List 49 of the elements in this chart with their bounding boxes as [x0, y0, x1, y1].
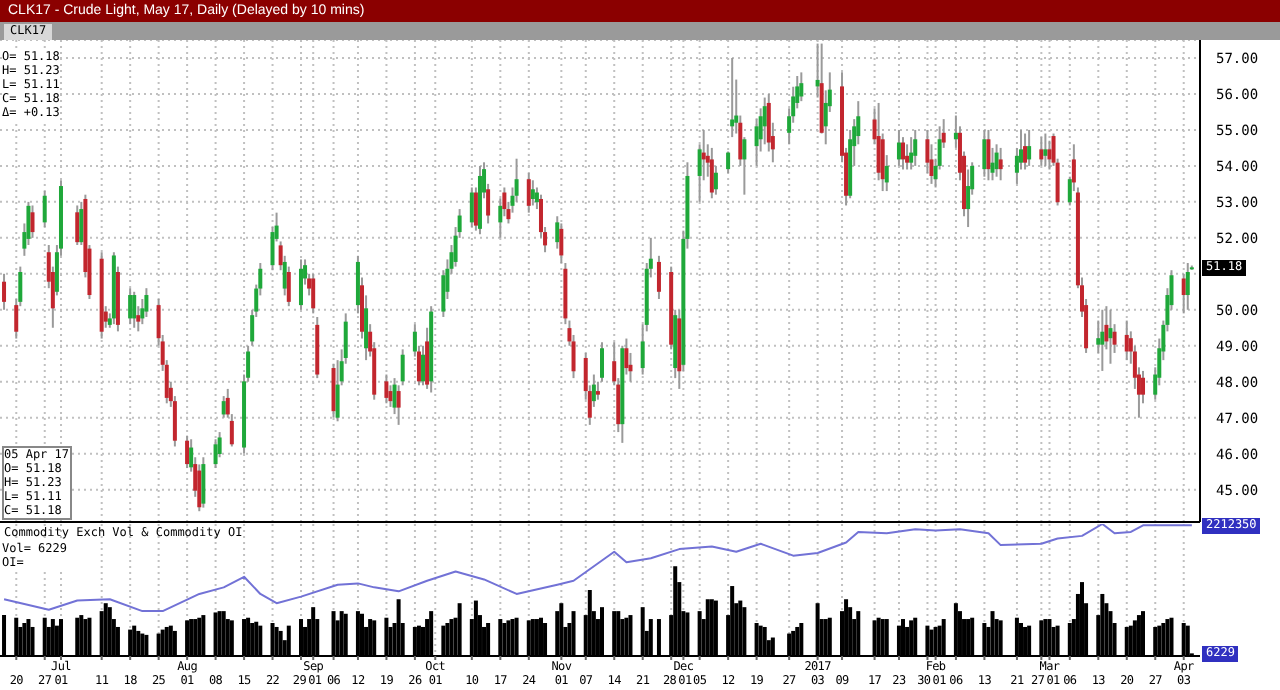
candlestick — [526, 172, 531, 214]
candlestick — [1039, 136, 1044, 167]
candlestick — [656, 254, 661, 300]
candlestick — [909, 136, 914, 171]
candlestick — [221, 395, 226, 419]
candlestick — [913, 128, 918, 167]
candlestick — [421, 344, 426, 387]
candlestick — [30, 204, 35, 239]
candlestick — [530, 179, 535, 207]
candlestick — [197, 463, 202, 513]
candlestick — [994, 143, 999, 178]
candlestick — [331, 362, 336, 419]
candlestick — [144, 287, 149, 318]
candlestick — [132, 290, 137, 329]
candlestick — [600, 341, 604, 383]
candlestick — [901, 136, 906, 171]
candlestick — [726, 150, 731, 175]
candlestick — [1100, 308, 1105, 372]
candlestick — [905, 143, 910, 171]
candlestick — [896, 128, 901, 167]
candlestick — [400, 348, 405, 387]
candlestick — [1047, 139, 1052, 171]
candlestick — [128, 287, 133, 326]
candlestick — [1108, 308, 1113, 365]
candlestick — [2, 272, 7, 311]
candlestick — [311, 272, 316, 315]
candlestick — [1124, 319, 1129, 362]
candlestick — [986, 128, 991, 182]
candlestick — [1027, 128, 1032, 167]
candlestick — [42, 190, 47, 229]
candlestick — [298, 258, 303, 311]
candlestick — [559, 222, 564, 265]
candlestick — [1023, 132, 1028, 171]
candlestick — [469, 186, 474, 229]
candlestick — [799, 71, 804, 103]
candlestick — [1185, 262, 1190, 311]
candlestick — [762, 96, 767, 146]
candlestick — [384, 373, 389, 405]
candlestick — [75, 204, 80, 247]
candlestick — [213, 438, 218, 470]
candlestick — [201, 456, 206, 509]
candlestick — [730, 56, 735, 139]
candlestick — [79, 200, 84, 247]
candlestick — [982, 128, 987, 178]
candlestick — [998, 146, 1003, 182]
candlestick — [396, 384, 401, 426]
candlestick — [709, 146, 714, 200]
candlestick — [1043, 132, 1048, 167]
candlestick — [185, 434, 190, 470]
